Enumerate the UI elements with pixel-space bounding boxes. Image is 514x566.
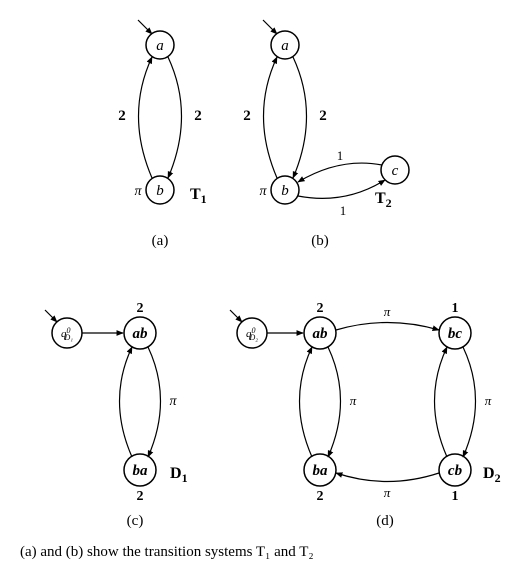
caption-a: (a) xyxy=(152,233,169,249)
diagram-name: D2 xyxy=(483,465,501,485)
node-b-label: b xyxy=(156,183,164,199)
edge-ab xyxy=(168,57,182,178)
caption-c: (c) xyxy=(127,513,144,529)
edge-cb-bc xyxy=(435,347,448,457)
pi-left: π xyxy=(350,393,357,408)
pi-bottom: π xyxy=(384,485,391,500)
weight-ab: 2 xyxy=(137,301,144,316)
pi-right: π xyxy=(485,393,492,408)
diagram-T2: a b c 2 2 1 1 π T2 (b) xyxy=(243,20,409,249)
node-a-label: a xyxy=(156,38,164,54)
weight-bc-bot: 1 xyxy=(340,203,347,218)
edge-init xyxy=(45,310,57,322)
weight-left: 2 xyxy=(243,108,251,124)
edge-init xyxy=(263,20,277,34)
node-ba-label: ba xyxy=(313,463,329,479)
edge-ab xyxy=(293,57,307,178)
edge-cb xyxy=(298,163,382,182)
node-cb-label: cb xyxy=(448,463,463,479)
pi-label: π xyxy=(169,394,177,409)
footer-text: (a) and (b) show the transition systems … xyxy=(20,544,314,560)
weight-ab: 2 xyxy=(317,301,324,316)
caption-b: (b) xyxy=(311,233,329,249)
diagram-D1: q0D₁ ab 2 ba 2 π D1 (c) xyxy=(45,301,188,529)
weight-left: 2 xyxy=(118,108,126,124)
weight-ba: 2 xyxy=(137,489,144,504)
node-ab-label: ab xyxy=(313,326,329,342)
edge-bc-cb xyxy=(463,347,476,457)
node-b-label: b xyxy=(281,183,289,199)
edge-ba-ab xyxy=(120,347,133,457)
node-ba-label: ba xyxy=(133,463,149,479)
weight-bc: 1 xyxy=(452,301,459,316)
diagram-name: D1 xyxy=(170,465,188,485)
edge-init xyxy=(138,20,152,34)
diagram-name: T2 xyxy=(375,190,392,210)
edge-ba xyxy=(139,57,153,178)
edge-cb-ba xyxy=(336,473,439,482)
diagram-name: T1 xyxy=(190,186,207,206)
diagram-T1: a b 2 2 π T1 (a) xyxy=(118,20,206,249)
node-ab-label: ab xyxy=(133,326,149,342)
pi-label: π xyxy=(259,184,267,199)
pi-abbc: π xyxy=(384,304,391,319)
weight-bc-top: 1 xyxy=(337,148,344,163)
edge-ab-ba xyxy=(148,347,161,457)
edge-ba xyxy=(264,57,278,178)
caption-d: (d) xyxy=(376,513,394,529)
weight-right: 2 xyxy=(194,108,202,124)
edge-ab-ba xyxy=(328,347,341,457)
weight-cb: 1 xyxy=(452,489,459,504)
edge-ab-bc xyxy=(336,323,439,331)
diagram-D2: q0D₂ ab 2 bc 1 ba 2 cb 1 π π π π D2 (d) xyxy=(230,301,501,529)
node-c-label: c xyxy=(392,163,399,179)
edge-init xyxy=(230,310,242,322)
node-bc-label: bc xyxy=(448,326,463,342)
weight-right: 2 xyxy=(319,108,327,124)
pi-label: π xyxy=(134,184,142,199)
edge-bc xyxy=(298,180,385,198)
edge-ba-ab xyxy=(300,347,313,457)
weight-ba: 2 xyxy=(317,489,324,504)
node-a-label: a xyxy=(281,38,289,54)
